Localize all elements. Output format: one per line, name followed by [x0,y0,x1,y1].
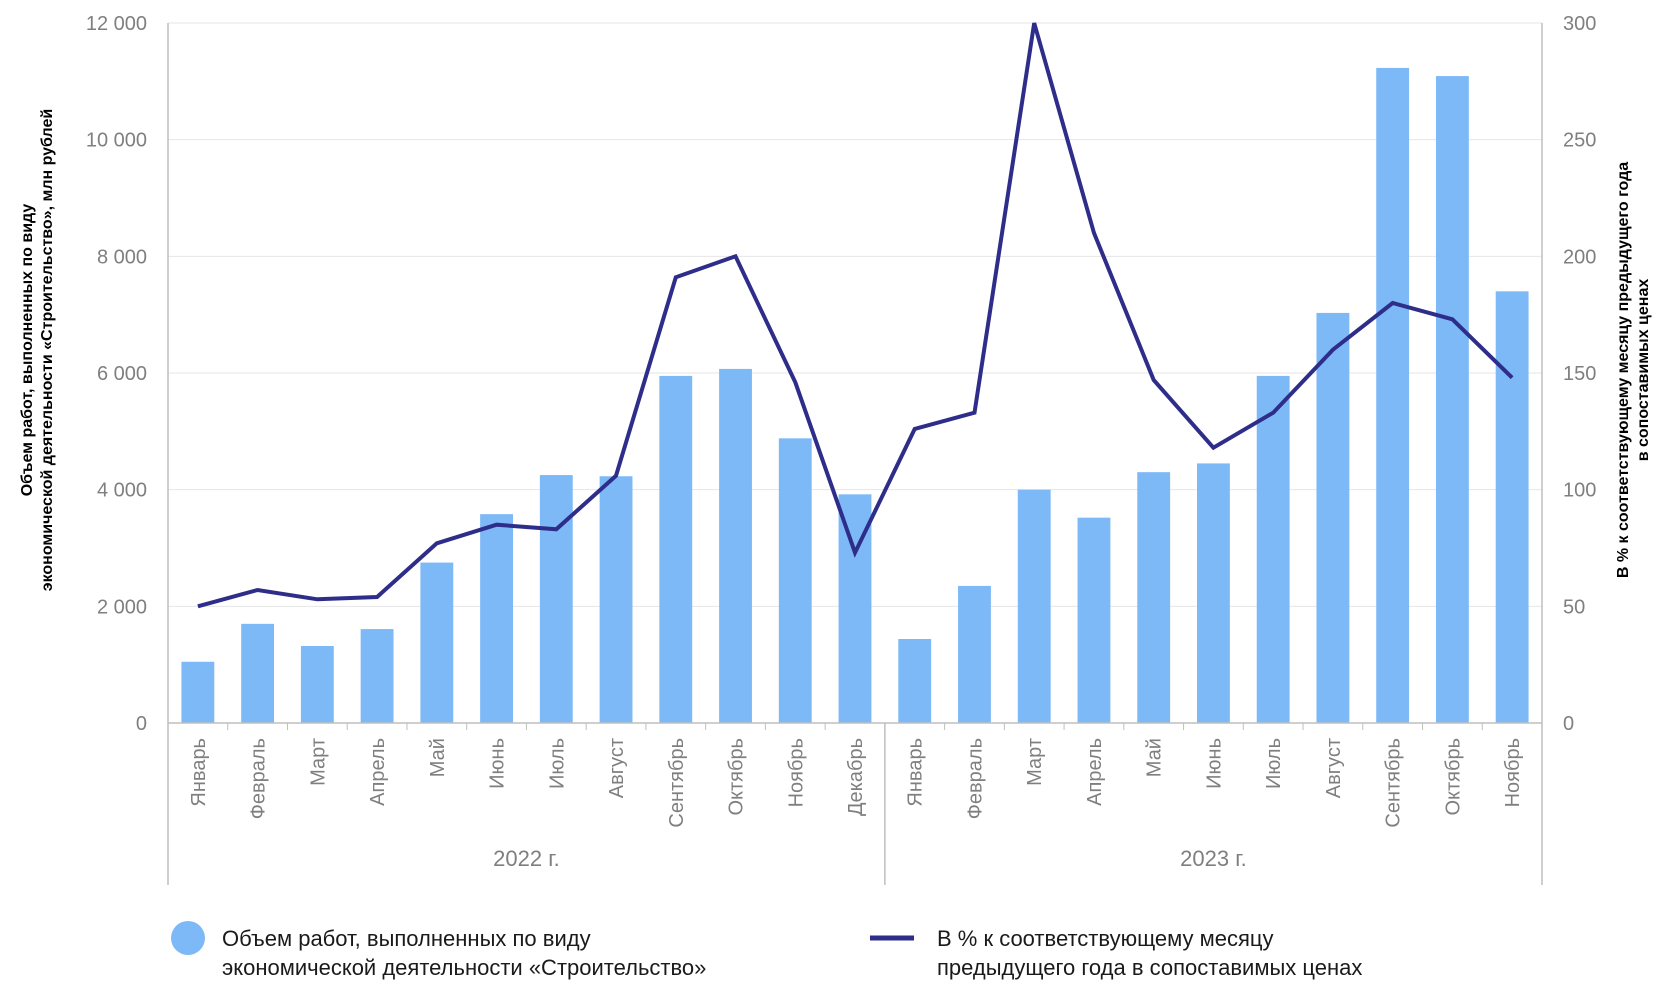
month-label: Февраль [248,738,270,819]
bar [779,438,812,723]
month-label: Октябрь [726,738,748,816]
month-label: Март [307,738,329,786]
y-right-tick-label: 150 [1563,363,1596,385]
month-label: Июль [546,738,568,789]
tick-labels: 0 0 2 000 50 4 000 100 6 000 150 8 000 200 10 000 2… [86,13,1597,871]
month-label: Август [1323,738,1345,798]
bar [1197,463,1230,723]
month-label: Март [1024,738,1046,786]
y-left-tick-label: 4 000 [97,480,147,502]
y-right-tick-label: 50 [1563,596,1585,618]
y-right-axis-title-line2: в сопоставимых ценах [1635,279,1652,462]
month-label: Апрель [1084,738,1106,806]
month-label: Сентябрь [1383,738,1405,828]
month-label: Май [427,738,449,777]
y-left-tick-label: 6 000 [97,363,147,385]
month-label: Июнь [487,738,509,789]
bar [659,376,692,723]
legend: Объем работ, выполненных по виду экономи… [171,921,1362,980]
y-right-tick-label: 300 [1563,13,1596,35]
month-label: Июнь [1203,738,1225,789]
month-label: Октябрь [1442,738,1464,816]
bar [480,514,513,723]
month-label: Ноябрь [785,738,807,807]
month-label: Май [1144,738,1166,777]
y-left-tick-label: 8 000 [97,246,147,268]
y-right-axis-title: В % к соответствующему месяцу предыдущег… [1615,162,1652,578]
bar [361,629,394,723]
bar [1018,490,1051,723]
month-label: Сентябрь [666,738,688,828]
month-label: Ноябрь [1502,738,1524,807]
bar [898,639,931,723]
y-right-tick-label: 0 [1563,713,1574,735]
bar [420,563,453,723]
legend-bar-label-line2: экономической деятельности «Строительств… [222,955,706,980]
bar [600,476,633,723]
bar [241,624,274,723]
y-left-tick-label: 2 000 [97,596,147,618]
bar [958,586,991,723]
month-label: Июль [1263,738,1285,789]
legend-bar-label-line1: Объем работ, выполненных по виду [222,926,591,951]
bar [1376,68,1409,723]
bar [181,662,214,723]
bar [1436,76,1469,723]
y-left-axis-title-line1: Объем работ, выполненных по виду [19,204,36,497]
year-label: 2022 г. [493,846,560,871]
bar [1137,472,1170,723]
month-label: Апрель [367,738,389,806]
y-right-tick-label: 250 [1563,130,1596,152]
bar [1257,376,1290,723]
y-left-axis-title-line2: экономической деятельности «Строительств… [39,109,56,591]
year-label: 2023 г. [1180,846,1247,871]
legend-line-label-line1: В % к соответствующему месяцу [937,926,1274,951]
bar [301,646,334,723]
bar [540,475,573,723]
y-right-tick-label: 200 [1563,246,1596,268]
bar [1078,518,1111,723]
y-right-axis-title-line1: В % к соответствующему месяцу предыдущег… [1615,162,1632,578]
bar [1496,291,1529,723]
month-label: Январь [188,738,210,807]
month-label: Январь [905,738,927,807]
y-left-tick-label: 12 000 [86,13,147,35]
legend-bar-swatch [171,921,205,955]
bar [1316,313,1349,723]
y-left-axis-title: Объем работ, выполненных по виду экономи… [19,109,56,591]
y-left-tick-label: 0 [136,713,147,735]
y-left-tick-label: 10 000 [86,130,147,152]
bar [719,369,752,723]
month-label: Февраль [964,738,986,819]
month-label: Декабрь [845,738,867,816]
y-right-tick-label: 100 [1563,480,1596,502]
legend-line-label-line2: предыдущего года в сопоставимых ценах [937,955,1362,980]
month-label: Август [606,738,628,798]
bar-series [181,68,1528,723]
